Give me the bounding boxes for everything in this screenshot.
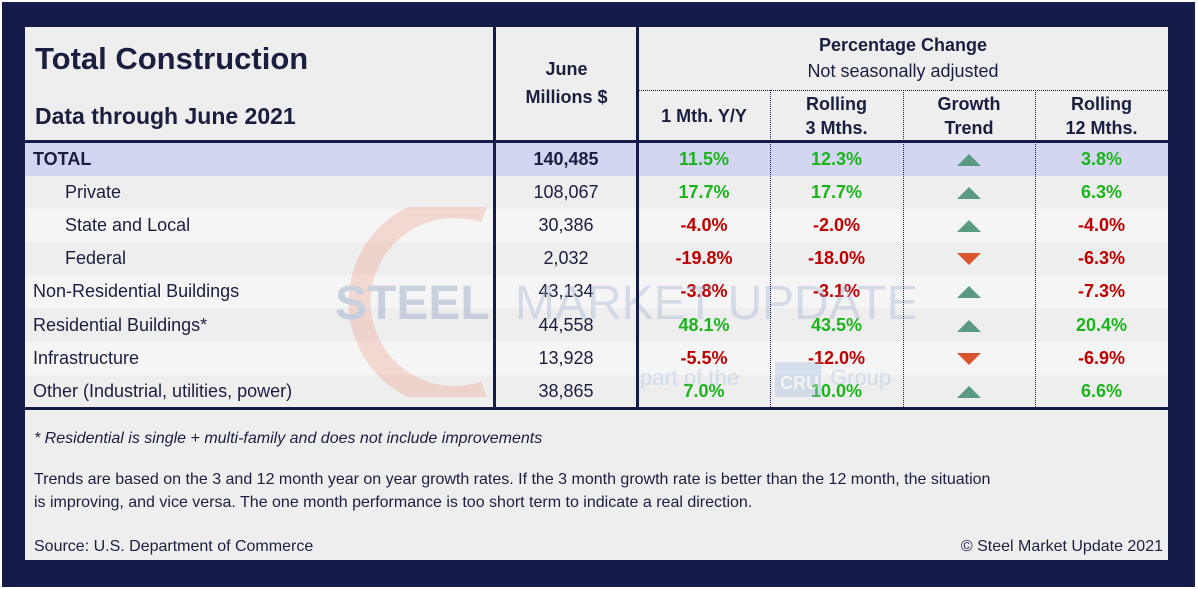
row-m3-change: 10.0%: [810, 380, 863, 401]
row-m1-change: -3.8%: [680, 281, 728, 302]
row-amount: 140,485: [533, 149, 599, 169]
column-header: Growth Trend: [903, 92, 1035, 140]
table-row: State and Local 30,386 -4.0% -2.0% -4.0%: [25, 209, 1168, 243]
trend-up-arrow-icon: [957, 220, 981, 233]
trend-up-arrow-icon: [957, 154, 981, 166]
growth-trend-cell: [903, 209, 1035, 242]
column-header: 1 Mth. Y/Y: [638, 104, 770, 128]
column-divider: [636, 27, 639, 410]
column-header-line1: Rolling: [806, 94, 867, 114]
table-row: Private 108,067 17.7% 17.7% 6.3%: [25, 176, 1168, 209]
row-label: Infrastructure: [33, 347, 140, 368]
table-row: Other (Industrial, utilities, power) 38,8…: [25, 375, 1168, 408]
column-header: Rolling 3 Mths.: [770, 92, 903, 140]
table-row: Infrastructure 13,928 -5.5% -12.0% -6.9%: [25, 341, 1168, 375]
row-amount: 30,386: [538, 215, 594, 236]
copyright: © Steel Market Update 2021: [960, 538, 1163, 555]
trend-note-line2: is improving, and vice versa. The one mo…: [34, 494, 753, 511]
row-m12-change: -6.9%: [1077, 347, 1126, 368]
row-label: Other (Industrial, utilities, power): [33, 380, 293, 401]
row-m1-change: 11.5%: [678, 149, 730, 169]
column-divider: [1035, 90, 1036, 407]
row-amount: 43,134: [538, 281, 594, 302]
row-amount: 38,865: [538, 380, 594, 401]
row-label: Federal: [65, 248, 127, 269]
row-m1-change: -4.0%: [680, 215, 728, 236]
footnote: * Residential is single + multi-family a…: [34, 430, 543, 447]
table-panel: Total Construction Data through June 202…: [25, 27, 1168, 560]
growth-trend-cell: [903, 176, 1035, 209]
growth-trend-cell: [903, 309, 1035, 342]
growth-trend-cell: [903, 375, 1035, 408]
trend-down-arrow-icon: [957, 253, 981, 266]
trend-note-line1: Trends are based on the 3 and 12 month y…: [34, 471, 991, 488]
pct-header-line1: Percentage Change: [818, 35, 988, 55]
amount-header: June Millions $: [495, 57, 638, 109]
trend-up-arrow-icon: [957, 385, 981, 398]
row-m3-change: 17.7%: [810, 182, 863, 203]
growth-trend-cell: [903, 143, 1035, 176]
table-row: Federal 2,032 -19.8% -18.0% -6.3%: [25, 242, 1168, 275]
amount-header-line1: June: [545, 59, 588, 79]
table-title: Total Construction: [35, 41, 309, 76]
trend-up-arrow-icon: [957, 319, 981, 332]
column-divider: [493, 27, 496, 410]
row-m3-change: 12.3%: [810, 149, 863, 169]
table-bottom-rule: [25, 407, 1168, 410]
row-m1-change: 48.1%: [678, 314, 730, 335]
row-m1-change: 7.0%: [683, 380, 725, 401]
table-row: TOTAL 140,485 11.5% 12.3% 3.8%: [25, 143, 1168, 176]
trend-up-arrow-icon: [957, 187, 981, 200]
row-m3-change: -18.0%: [807, 248, 866, 269]
table-subtitle: Data through June 2021: [35, 103, 296, 129]
row-m12-change: 6.6%: [1080, 380, 1123, 401]
row-m12-change: -7.3%: [1077, 281, 1126, 302]
row-amount: 13,928: [538, 347, 594, 368]
growth-trend-cell: [903, 275, 1035, 308]
table-row: Non-Residential Buildings 43,134 -3.8% -3.1…: [25, 275, 1168, 309]
pct-change-header: Percentage Change Not seasonally adjuste…: [638, 33, 1168, 83]
row-m3-change: -2.0%: [812, 215, 861, 236]
column-header: Rolling 12 Mths.: [1035, 92, 1168, 140]
row-label: Residential Buildings*: [33, 314, 208, 335]
row-m12-change: 6.3%: [1080, 182, 1123, 203]
growth-trend-cell: [903, 342, 1035, 375]
column-header-line2: 12 Mths.: [1065, 118, 1138, 138]
column-divider: [770, 90, 771, 407]
row-amount: 44,558: [538, 314, 594, 335]
pct-header-line2: Not seasonally adjusted: [807, 61, 999, 81]
trend-up-arrow-icon: [957, 286, 981, 299]
column-header-line1: Growth: [937, 94, 1001, 114]
source-note: Source: U.S. Department of Commerce: [34, 538, 314, 555]
row-m12-change: 20.4%: [1075, 314, 1128, 335]
row-m12-change: -4.0%: [1077, 215, 1126, 236]
row-label: Non-Residential Buildings: [33, 281, 240, 302]
row-m3-change: -12.0%: [807, 347, 866, 368]
row-amount: 2,032: [543, 248, 589, 269]
column-header-line1: 1 Mth. Y/Y: [661, 106, 747, 126]
row-label: State and Local: [65, 215, 191, 236]
row-amount: 108,067: [533, 182, 599, 203]
row-label: Private: [65, 182, 122, 203]
column-divider: [903, 90, 904, 407]
column-header-line2: Trend: [944, 118, 994, 138]
row-m3-change: -3.1%: [812, 281, 861, 302]
growth-trend-cell: [903, 242, 1035, 275]
row-m1-change: -19.8%: [675, 248, 733, 269]
row-m12-change: 3.8%: [1080, 149, 1123, 169]
column-header-line2: 3 Mths.: [805, 118, 868, 138]
row-m1-change: -5.5%: [680, 347, 728, 368]
amount-header-line2: Millions $: [525, 87, 608, 107]
trend-down-arrow-icon: [957, 352, 981, 365]
row-m12-change: -6.3%: [1077, 248, 1126, 269]
row-m3-change: 43.5%: [810, 314, 863, 335]
row-label: TOTAL: [33, 149, 92, 169]
row-m1-change: 17.7%: [678, 182, 730, 203]
column-header-line1: Rolling: [1071, 94, 1132, 114]
header-bottom-rule: [25, 140, 1168, 143]
table-row: Residential Buildings* 44,558 48.1% 43.5% 20…: [25, 309, 1168, 342]
